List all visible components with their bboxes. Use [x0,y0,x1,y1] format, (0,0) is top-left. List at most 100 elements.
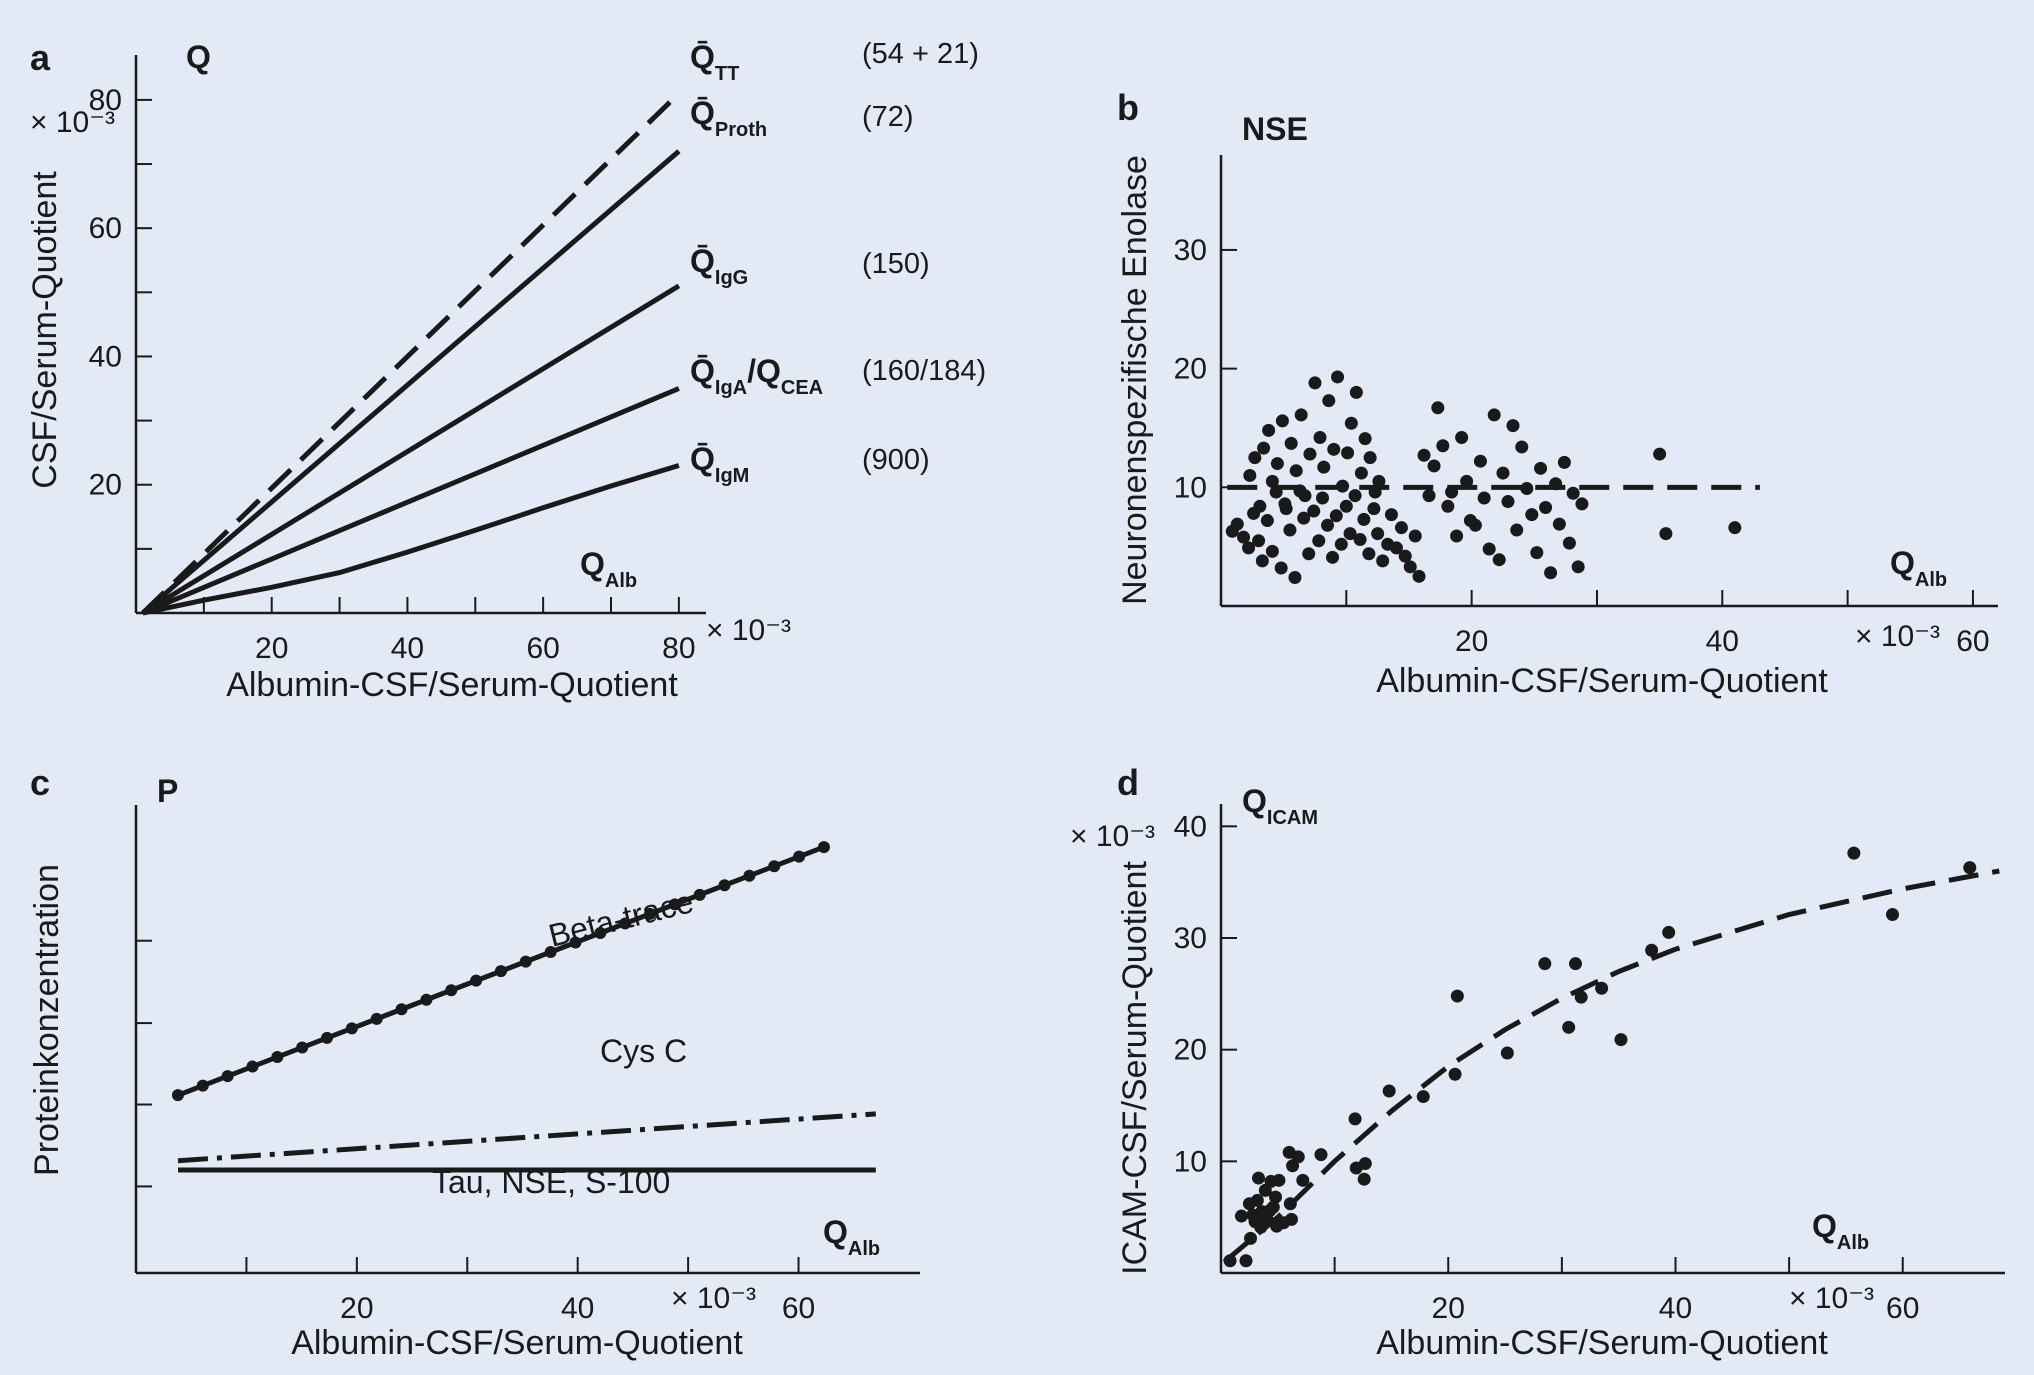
data-point [1468,518,1482,532]
data-point [1382,1084,1396,1098]
data-point [1372,474,1386,488]
panel-a-series [141,91,681,616]
beta-trace-marker [395,1003,408,1016]
data-point [1239,1254,1253,1268]
data-point [1291,1150,1305,1164]
data-point [1455,430,1469,444]
data-point [1574,990,1588,1004]
label-cys-c: Cys C [600,1033,687,1069]
panel-a-x-unit: × 10⁻³ [706,614,791,647]
data-point [1450,989,1464,1003]
legend-label-qiga-qcea: Q̄IgA/QCEA [690,353,823,399]
panel-b-title: NSE [1242,111,1308,147]
data-point [1431,401,1445,415]
data-point [1248,451,1262,465]
data-point [1520,482,1534,496]
panel-b: b NSE Neuronenspezifische Enolase Albumi… [1116,87,1998,700]
panel-d-x-tick-label: 40 [1659,1292,1692,1325]
data-point [1847,846,1861,860]
data-point [1250,1193,1264,1207]
data-point [1336,479,1350,493]
beta-trace-marker [693,888,706,901]
data-point [1316,491,1330,505]
legend-label-qproth: Q̄Proth [690,95,767,141]
panel-d-x-tick-label: 60 [1886,1292,1919,1325]
fit-line [1222,868,2000,1264]
data-point [1358,1157,1372,1171]
beta-trace-marker [619,917,632,930]
data-point [1389,541,1403,555]
beta-trace-marker [321,1031,334,1044]
data-point [1549,477,1563,491]
data-point [1362,547,1376,561]
panel-b-x-unit: × 10⁻³ [1855,620,1940,653]
data-point [1448,1067,1462,1081]
beta-trace-marker [246,1060,259,1073]
panel-a-x-axis-label: Albumin-CSF/Serum-Quotient [226,666,678,704]
data-point [1728,521,1742,535]
beta-trace-marker [569,936,582,949]
panel-b-y-tick-label: 30 [1174,234,1207,267]
panel-c-x-axis-label: Albumin-CSF/Serum-Quotient [291,1324,743,1362]
data-point [1408,529,1422,543]
beta-trace-marker [594,926,607,939]
data-point [1283,1197,1297,1211]
data-point [1569,957,1583,971]
data-point [1530,546,1544,560]
panel-d-axes: 20 40 60 10 20 30 40 [1174,804,2005,1325]
panel-a-axes: 20 40 60 80 20 40 60 80 [89,55,706,665]
data-point [1557,455,1571,469]
data-point [1552,517,1566,531]
panel-b-x-tick-label: 60 [1956,625,1989,658]
data-point [1575,497,1589,511]
beta-trace-marker [370,1012,383,1025]
data-point [1357,512,1371,526]
legend-note-qiga-qcea: (160/184) [862,355,986,387]
data-point [1314,1148,1328,1162]
panel-d-y-axis-label: ICAM-CSF/Serum-Quotient [1116,861,1154,1275]
panel-d-x-tick-label: 20 [1432,1292,1465,1325]
panel-c-marks [171,841,876,1173]
panel-d-axis-symbol: QAlb [1812,1208,1869,1254]
legend-label-qigg: Q̄IgG [690,243,748,289]
panel-d-x-unit: × 10⁻³ [1789,1282,1874,1315]
beta-trace-marker [718,879,731,892]
data-point [1269,1190,1283,1204]
data-point [1265,544,1279,558]
beta-trace-marker [345,1022,358,1035]
data-point [1367,502,1381,516]
panel-a-x-tick-label: 20 [255,632,288,665]
data-point [1349,385,1363,399]
panel-a-y-tick-label: 60 [89,212,122,245]
data-point [1251,1171,1265,1185]
data-point [1272,1173,1286,1187]
data-point [1416,1090,1430,1104]
data-point [1312,534,1326,548]
panel-a-legend: Q̄TT (54 + 21) Q̄Proth (72) Q̄IgG (150) … [690,38,986,487]
beta-trace-marker [420,993,433,1006]
legend-note-qtt: (54 + 21) [862,38,979,70]
data-point [1487,408,1501,422]
data-point [1343,527,1357,541]
data-point [1237,530,1251,544]
data-point [1334,537,1348,551]
panel-a-x-tick-label: 60 [526,632,559,665]
data-point [1289,464,1303,478]
data-point [1255,554,1269,568]
data-point [1571,560,1585,574]
data-point [1515,440,1529,454]
data-point [1348,489,1362,503]
beta-trace-marker [445,984,458,997]
data-point [1283,523,1297,537]
data-point [1645,943,1659,957]
data-point [1322,394,1336,408]
data-point [1482,542,1496,556]
data-point [1265,474,1279,488]
beta-trace-marker [644,907,657,920]
data-point [1262,423,1276,437]
panel-d-y-tick-label: 30 [1174,922,1207,955]
data-point [1348,1112,1362,1126]
data-point [1339,499,1353,513]
panel-b-marks [1225,370,1760,585]
